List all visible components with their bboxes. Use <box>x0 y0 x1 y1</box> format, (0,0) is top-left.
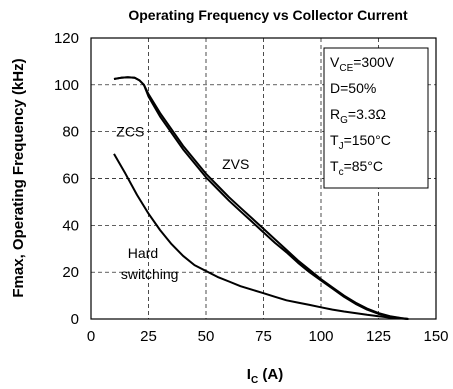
x-axis-label-main: I <box>247 366 251 383</box>
annotations: ZCS ZVS Hard switching <box>116 123 249 282</box>
x-tick-label-2: 50 <box>198 328 215 345</box>
x-tick-label-3: 75 <box>255 328 272 345</box>
y-axis-label: Fmax, Operating Frequency (kHz) <box>10 58 27 297</box>
series-line-1 <box>113 76 409 320</box>
conditions-box: VCE=300V D=50% RG=3.3Ω TJ=150°C Tc=85°C <box>323 47 429 189</box>
condition-line-1: D=50% <box>330 80 376 96</box>
y-tick-label-4: 80 <box>62 124 79 141</box>
y-tick-label-5: 100 <box>54 77 79 94</box>
x-tick-label-0: 0 <box>87 328 95 345</box>
condition-line-4: Tc=85°C <box>330 158 383 178</box>
y-tick-labels: 0 20 40 60 80 100 120 <box>54 30 79 328</box>
x-axis-label-unit: (A) <box>258 366 283 383</box>
plot-frame <box>90 37 437 320</box>
conditions-box-frame <box>323 47 429 189</box>
x-axis-label-sub: C <box>251 375 258 386</box>
x-tick-label-1: 25 <box>140 328 157 345</box>
annotation-1: ZVS <box>222 156 249 172</box>
series-line-2 <box>113 153 409 320</box>
y-tick-label-6: 120 <box>54 30 79 47</box>
annotation-3: switching <box>121 266 179 282</box>
condition-line-2: RG=3.3Ω <box>330 106 386 126</box>
x-tick-labels: 0 25 50 75 100 125 150 <box>87 328 449 345</box>
y-tick-label-2: 40 <box>62 217 79 234</box>
x-tick-label-5: 125 <box>366 328 391 345</box>
y-tick-label-1: 20 <box>62 264 79 281</box>
chart-title: Operating Frequency vs Collector Current <box>128 7 408 23</box>
condition-line-0: VCE=300V <box>330 54 395 74</box>
annotation-2: Hard <box>128 245 158 261</box>
y-tick-label-0: 0 <box>71 311 79 328</box>
x-axis-label: IC (A) <box>247 366 283 386</box>
y-tick-label-3: 60 <box>62 171 79 188</box>
series-group <box>113 76 409 320</box>
x-tick-label-6: 150 <box>423 328 448 345</box>
condition-line-3: TJ=150°C <box>330 132 391 152</box>
x-tick-label-4: 100 <box>308 328 333 345</box>
annotation-0: ZCS <box>116 123 144 139</box>
